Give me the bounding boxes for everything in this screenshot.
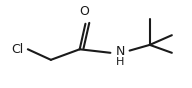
Text: O: O xyxy=(79,5,89,18)
Text: N: N xyxy=(115,45,125,58)
Text: Cl: Cl xyxy=(12,43,24,56)
Text: H: H xyxy=(116,57,124,67)
